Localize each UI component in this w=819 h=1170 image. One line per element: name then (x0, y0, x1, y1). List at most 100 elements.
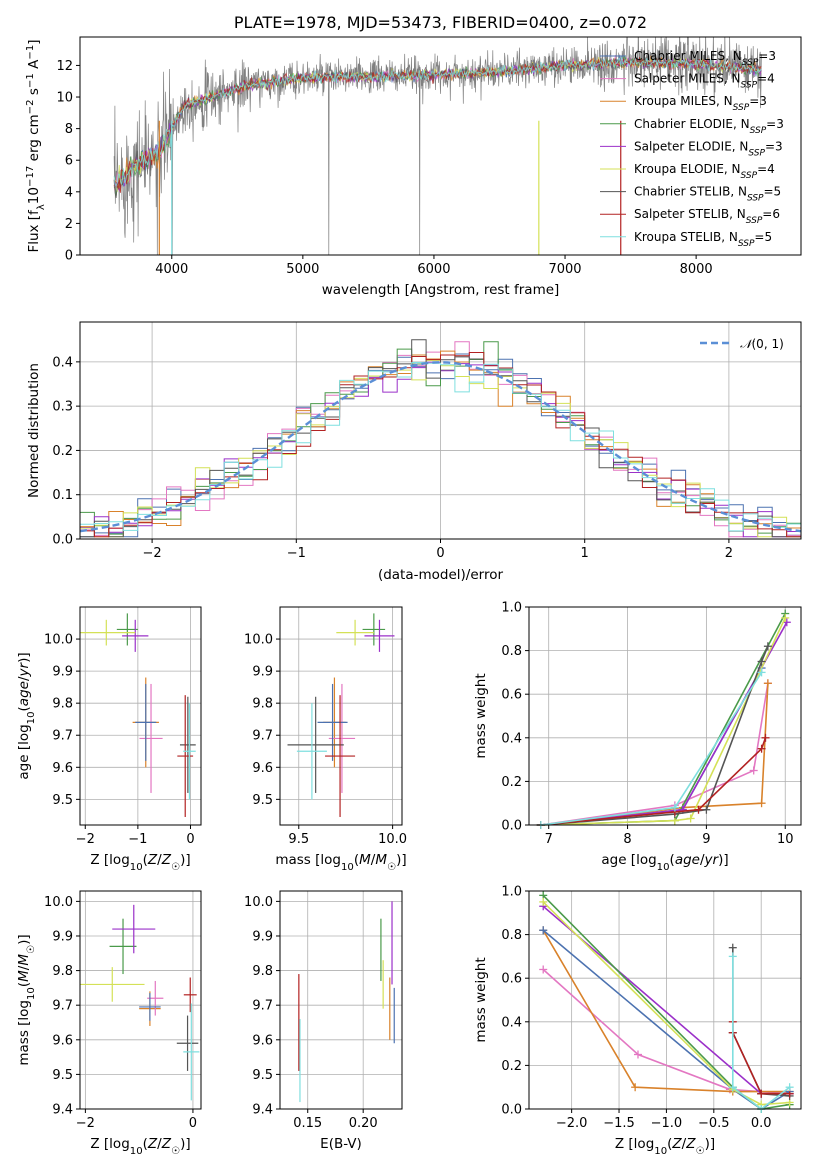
x-tick-label: 0.15 (293, 1116, 322, 1131)
legend-entry: Kroupa MILES, NSSP=3 (634, 94, 767, 113)
y-tick-label: 9.9 (52, 929, 73, 944)
data-point (179, 696, 196, 793)
age-vs-mass-panel: 9.5 10.0 9.5 9.6 9.7 9.8 9.9 10.0 mass [log10(M/… (244, 606, 407, 873)
legend-entry: Chabrier STELIB, NSSP=5 (634, 185, 781, 204)
legend-entry: 𝒩(0, 1) (740, 337, 784, 351)
y-tick-label: 0.4 (501, 731, 522, 746)
series-line (540, 621, 788, 826)
weight-vs-age-panel: 7 8 9 10 0.0 0.2 0.4 0.6 0.8 1.0 age [log10(age/yr… (473, 601, 802, 873)
series-line (540, 613, 786, 826)
plus-marker (728, 943, 737, 952)
plus-marker (728, 1083, 737, 1092)
data-point (122, 619, 149, 652)
residuals-panel: −2 −1 0 1 2 0.0 0.1 0.2 0.3 0.4 𝒩(0, 1) (data-model… (26, 321, 802, 583)
y-tick-label: 9.9 (252, 929, 273, 944)
plus-marker (694, 805, 703, 814)
legend-entry: Kroupa STELIB, NSSP=5 (634, 230, 772, 249)
y-tick-label: 0.0 (52, 533, 73, 548)
y-tick-label: 0.1 (52, 488, 73, 503)
y-tick-label: 0.4 (52, 355, 73, 370)
y-tick-label: 1.0 (501, 885, 522, 900)
data-point (287, 696, 344, 793)
data-point (177, 695, 194, 817)
x-tick-label: 9.5 (288, 832, 309, 847)
axes-frame (79, 606, 202, 826)
y-tick-label: 0.6 (501, 972, 522, 987)
y-axis-label: mass weight (473, 957, 489, 1042)
data-point (328, 683, 356, 793)
data-point (183, 703, 196, 800)
y-tick-label: 10.0 (44, 633, 73, 648)
y-tick-label: 9.7 (52, 999, 73, 1014)
axes-frame (79, 321, 802, 540)
y-tick-label: 0.2 (501, 775, 522, 790)
plus-marker (757, 668, 766, 677)
y-tick-label: 10.0 (244, 633, 273, 648)
data-point (296, 703, 327, 800)
axes-frame (79, 36, 802, 256)
plus-marker (757, 799, 766, 808)
x-axis-label: Z [log10(Z/Z☉)] (615, 1136, 715, 1157)
y-tick-label: 9.7 (252, 729, 273, 744)
mass-vs-ebv-panel: 0.15 0.20 9.4 9.5 9.6 9.7 9.8 9.9 10.0 E(B-V) (244, 890, 403, 1152)
legend-entry: Chabrier MILES, NSSP=3 (634, 49, 776, 68)
y-tick-label: 10 (56, 91, 73, 106)
y-tick-label: 9.4 (252, 1103, 273, 1118)
y-tick-label: 9.9 (252, 665, 273, 680)
x-tick-label: −1 (128, 832, 147, 847)
y-tick-label: 9.7 (252, 999, 273, 1014)
y-tick-label: 0.0 (501, 819, 522, 834)
plus-marker (633, 1050, 642, 1059)
y-tick-label: 9.5 (52, 793, 73, 808)
x-tick-label: −2 (143, 546, 162, 561)
weight-vs-Z-panel: −2.0 −1.5 −1.0 −0.5 0.0 0.0 0.2 0.4 0.6 0.8 1.0 Z [… (473, 885, 802, 1157)
y-tick-label: 9.5 (52, 1068, 73, 1083)
legend-entry: Salpeter ELODIE, NSSP=3 (634, 139, 783, 158)
data-point (317, 683, 348, 761)
x-axis-label: mass [log10(M/M☉)] (275, 852, 406, 873)
legend-entry: Kroupa ELODIE, NSSP=4 (634, 162, 775, 181)
x-tick-label: 10.0 (378, 832, 407, 847)
plus-marker (757, 1089, 766, 1098)
data-point (176, 1015, 199, 1071)
model-line (113, 56, 762, 193)
y-axis-label: Flux [fλ10−17 erg cm−2 s−1 A−1] (25, 39, 47, 252)
legend-entry: Chabrier ELODIE, NSSP=3 (634, 117, 784, 136)
x-axis-label: wavelength [Angstrom, rest frame] (322, 282, 560, 298)
data-point (116, 613, 138, 646)
plus-marker (757, 744, 766, 753)
mass-vs-Z-panel: −2 0 9.4 9.5 9.6 9.7 9.8 9.9 10.0 Z [log10(Z/Z☉)]… (16, 890, 202, 1157)
y-tick-label: 9.6 (52, 761, 73, 776)
x-tick-label: 8000 (680, 262, 713, 277)
data-point (364, 619, 395, 652)
chart-title: PLATE=1978, MJD=53473, FIBERID=0400, z=0… (234, 13, 647, 32)
series-line (540, 683, 769, 826)
x-tick-label: −1 (287, 546, 306, 561)
series-line (540, 645, 769, 826)
histogram-step (80, 362, 801, 536)
y-tick-label: 9.8 (252, 964, 273, 979)
plus-marker (702, 805, 711, 814)
data-point (183, 1003, 200, 1101)
plus-marker (686, 814, 695, 823)
y-tick-label: 9.6 (252, 761, 273, 776)
series-line (542, 901, 790, 1106)
x-tick-label: 5000 (286, 262, 319, 277)
series-line (540, 683, 769, 826)
y-tick-label: 2 (65, 217, 73, 232)
plus-marker (761, 733, 770, 742)
y-tick-label: 9.9 (52, 665, 73, 680)
x-tick-label: −2 (76, 1116, 95, 1131)
age-vs-Z-panel: −2 −1 0 9.5 9.6 9.7 9.8 9.9 10.0 Z [log10(Z/Z☉)] a… (16, 606, 202, 873)
y-axis-label: Normed distribution (26, 363, 42, 498)
y-tick-label: 10.0 (244, 895, 273, 910)
plus-marker (670, 803, 679, 812)
y-tick-label: 9.5 (252, 1068, 273, 1083)
model-line (113, 56, 762, 187)
x-tick-label: −1.0 (651, 1116, 683, 1131)
x-tick-label: 0.0 (751, 1116, 772, 1131)
y-tick-label: 6 (65, 154, 73, 169)
data-point (80, 967, 145, 1002)
y-tick-label: 4 (65, 185, 73, 200)
y-tick-label: 9.4 (52, 1103, 73, 1118)
